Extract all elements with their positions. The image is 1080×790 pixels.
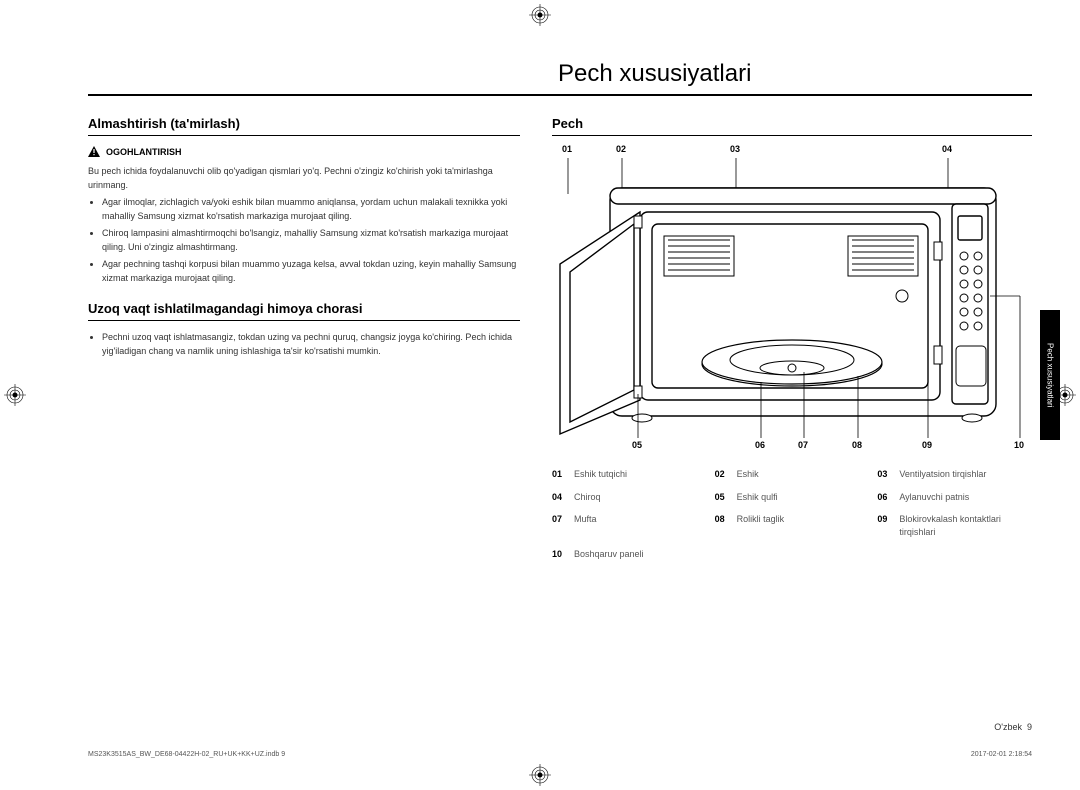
section2-body: Pechni uzoq vaqt ishlatmasangiz, tokdan … <box>88 331 520 358</box>
callout-05: 05 <box>632 440 642 450</box>
section1-body: Bu pech ichida foydalanuvchi olib qo'yad… <box>88 165 520 285</box>
page-title: Pech xususiyatlari <box>558 60 1032 88</box>
section-rule-3 <box>552 135 1032 136</box>
legend-item: 09Blokirovkalash kontaktlari tirqishlari <box>877 513 1032 538</box>
print-footer: MS23K3515AS_BW_DE68-04422H-02_RU+UK+KK+U… <box>88 751 1032 758</box>
bullet-2: Chiroq lampasini almashtirmoqchi bo'lsan… <box>102 227 520 254</box>
oven-svg <box>552 146 1032 456</box>
legend-item: 10Boshqaruv paneli <box>552 548 707 561</box>
section-rule-2 <box>88 320 520 321</box>
para1: Bu pech ichida foydalanuvchi olib qo'yad… <box>88 165 520 192</box>
section1-title: Almashtirish (ta'mirlash) <box>88 116 520 131</box>
warning-icon <box>88 146 100 157</box>
bullet-3: Agar pechning tashqi korpusi bilan muamm… <box>102 258 520 285</box>
callout-03: 03 <box>730 144 740 154</box>
warning-label: OGOHLANTIRISH <box>106 147 182 157</box>
bullet-4: Pechni uzoq vaqt ishlatmasangiz, tokdan … <box>102 331 520 358</box>
registration-mark-icon <box>4 384 26 406</box>
callout-08: 08 <box>852 440 862 450</box>
callout-09: 09 <box>922 440 932 450</box>
registration-mark-icon <box>529 764 551 786</box>
legend-item: 05Eshik qulfi <box>715 491 870 504</box>
print-date: 2017-02-01 2:18:54 <box>971 751 1032 758</box>
callout-01: 01 <box>562 144 572 154</box>
callout-10: 10 <box>1014 440 1024 450</box>
callout-02: 02 <box>616 144 626 154</box>
legend-item: 07Mufta <box>552 513 707 538</box>
title-rule <box>88 94 1032 96</box>
legend-item: 04Chiroq <box>552 491 707 504</box>
legend-item: 08Rolikli taglik <box>715 513 870 538</box>
warning-row: OGOHLANTIRISH <box>88 146 520 157</box>
registration-mark-icon <box>1054 384 1076 406</box>
page-footer: O'zbek 9 <box>994 722 1032 732</box>
callout-06: 06 <box>755 440 765 450</box>
legend-item: 06Aylanuvchi patnis <box>877 491 1032 504</box>
right-column: Pech <box>552 116 1032 561</box>
print-file: MS23K3515AS_BW_DE68-04422H-02_RU+UK+KK+U… <box>88 751 285 758</box>
side-tab: Pech xususiyatlari <box>1040 310 1060 440</box>
callout-07: 07 <box>798 440 808 450</box>
left-column: Almashtirish (ta'mirlash) OGOHLANTIRISH … <box>88 116 520 561</box>
bullet-1: Agar ilmoqlar, zichlagich va/yoki eshik … <box>102 196 520 223</box>
legend-grid: 01Eshik tutqichi 02Eshik 03Ventilyatsion… <box>552 468 1032 561</box>
callout-04: 04 <box>942 144 952 154</box>
oven-diagram: 01 02 03 04 05 06 07 08 09 10 <box>552 146 1032 456</box>
section-rule <box>88 135 520 136</box>
pech-title: Pech <box>552 116 1032 131</box>
legend-item: 02Eshik <box>715 468 870 481</box>
registration-mark-icon <box>529 4 551 26</box>
legend-item: 01Eshik tutqichi <box>552 468 707 481</box>
section2-title: Uzoq vaqt ishlatilmagandagi himoya chora… <box>88 301 520 316</box>
legend-item: 03Ventilyatsion tirqishlar <box>877 468 1032 481</box>
